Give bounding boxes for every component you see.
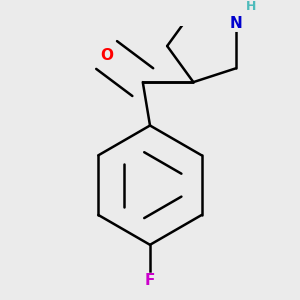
Text: N: N [230,16,242,31]
Text: H: H [246,0,256,13]
Text: F: F [145,274,155,289]
Text: O: O [100,47,113,62]
